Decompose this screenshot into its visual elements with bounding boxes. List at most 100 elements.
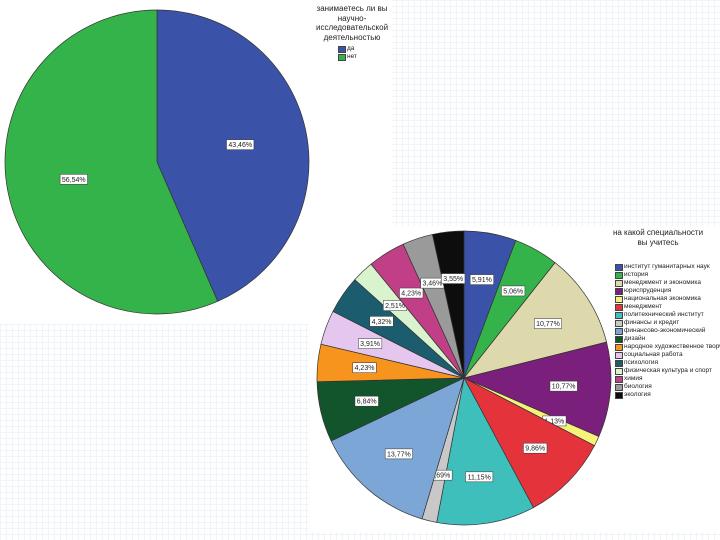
specialty-legend-swatch-1 xyxy=(615,272,623,279)
specialty-data-label-box-9 xyxy=(354,395,379,407)
specialty-data-label-box-1 xyxy=(501,285,526,297)
research-data-label-text-1: 56,54% xyxy=(62,177,86,184)
specialty-legend-label-14: химия xyxy=(624,375,643,382)
specialty-legend-swatch-4 xyxy=(615,296,623,303)
specialty-data-label-text-2: 10,77% xyxy=(536,321,560,328)
specialty-legend-item-8: финансово-экономический xyxy=(615,327,720,335)
specialty-legend-swatch-8 xyxy=(615,328,623,335)
specialty-legend-swatch-6 xyxy=(615,312,623,319)
specialty-legend-label-13: физическая культура и спорт xyxy=(624,367,712,374)
research-legend-label-1: нет xyxy=(347,53,357,60)
specialty-data-label-text-14: 4,23% xyxy=(401,291,421,298)
specialty-legend-swatch-16 xyxy=(615,392,623,399)
specialty-data-label-text-6: 11,15% xyxy=(468,474,491,481)
specialty-legend-item-15: биология xyxy=(615,383,720,391)
specialty-data-label-12: 4,32% xyxy=(369,316,394,327)
specialty-slice-8 xyxy=(330,377,465,520)
specialty-data-label-text-0: 5,91% xyxy=(472,277,492,284)
specialty-data-label-box-12 xyxy=(369,316,394,327)
specialty-legend-item-11: социальная работа xyxy=(615,351,720,359)
specialty-legend-item-5: менеджмент xyxy=(615,303,720,311)
specialty-data-label-6: 11,15% xyxy=(465,471,494,483)
specialty-data-label-box-5 xyxy=(523,442,548,454)
research-data-label-0: 43,46% xyxy=(226,139,255,150)
specialty-legend-item-9: дизайн xyxy=(615,335,720,343)
specialty-data-label-11: 3,91% xyxy=(358,338,383,349)
specialty-legend-label-4: национальная экономика xyxy=(624,295,701,302)
specialty-legend-item-2: менеджмент и экономика xyxy=(615,279,720,287)
specialty-legend-swatch-2 xyxy=(615,280,623,287)
specialty-legend-label-10: народное художественное творчество xyxy=(624,343,720,350)
specialty-legend-swatch-14 xyxy=(615,376,623,383)
specialty-legend-swatch-3 xyxy=(615,288,623,295)
specialty-legend-label-8: финансово-экономический xyxy=(624,327,706,334)
specialty-legend-label-5: менеджмент xyxy=(624,303,662,310)
legend-research: да нет xyxy=(338,45,357,61)
specialty-data-label-1: 5,06% xyxy=(501,285,526,297)
specialty-legend-label-1: история xyxy=(624,271,649,278)
specialty-data-label-box-3 xyxy=(549,380,578,392)
specialty-data-label-9: 6,84% xyxy=(354,395,379,407)
specialty-data-label-text-16: 3,55% xyxy=(443,276,463,283)
specialty-legend-label-0: институт гуманитарных наук xyxy=(624,263,710,270)
specialty-data-label-text-11: 3,91% xyxy=(360,341,380,348)
specialty-legend-item-4: национальная экономика xyxy=(615,295,720,303)
specialty-legend-label-9: дизайн xyxy=(624,335,646,342)
legend-title-research: занимаетесь ли вы научно-исследовательск… xyxy=(315,4,389,42)
specialty-data-label-0: 5,91% xyxy=(469,274,494,285)
specialty-legend-swatch-7 xyxy=(615,320,623,327)
specialty-data-label-2: 10,77% xyxy=(533,318,562,329)
research-data-label-box-1 xyxy=(59,174,88,185)
specialty-legend-swatch-11 xyxy=(615,352,623,359)
specialty-data-label-3: 10,77% xyxy=(549,380,578,392)
specialty-data-label-5: 9,86% xyxy=(523,442,548,454)
specialty-data-label-8: 13,77% xyxy=(384,448,413,460)
specialty-data-label-text-15: 3,46% xyxy=(422,281,442,288)
specialty-legend-label-7: финансы и кредит xyxy=(624,319,680,326)
specialty-data-label-text-10: 4,23% xyxy=(355,365,375,372)
research-data-label-text-0: 43,46% xyxy=(228,142,252,149)
specialty-legend-item-7: финансы и кредит xyxy=(615,319,720,327)
research-data-label-1: 56,54% xyxy=(59,174,88,185)
specialty-legend-label-6: политехнический институт xyxy=(624,311,704,318)
specialty-legend-swatch-10 xyxy=(615,344,623,351)
specialty-legend-label-12: психология xyxy=(624,359,659,366)
research-data-label-box-0 xyxy=(226,139,255,150)
specialty-data-label-text-9: 6,84% xyxy=(357,399,377,406)
specialty-legend-item-12: психология xyxy=(615,359,720,367)
specialty-data-label-text-7: 1,69% xyxy=(430,473,450,480)
specialty-legend-label-15: биология xyxy=(624,383,652,390)
research-slice-0 xyxy=(156,9,310,302)
specialty-legend-item-10: народное художественное творчество xyxy=(615,343,720,351)
specialty-data-label-box-8 xyxy=(384,448,413,460)
specialty-data-label-box-0 xyxy=(469,274,494,285)
specialty-data-label-text-3: 10,77% xyxy=(552,384,576,391)
specialty-legend-swatch-5 xyxy=(615,304,623,311)
specialty-slice-3 xyxy=(462,341,612,437)
specialty-legend-item-16: экология xyxy=(615,391,720,399)
legend-specialty: институт гуманитарных наук история менеджм… xyxy=(615,263,720,399)
specialty-legend-swatch-9 xyxy=(615,336,623,343)
specialty-data-label-text-1: 5,06% xyxy=(503,288,523,295)
specialty-data-label-text-8: 13,77% xyxy=(387,451,411,458)
specialty-data-label-box-14 xyxy=(399,287,424,299)
specialty-slice-6 xyxy=(436,376,534,526)
specialty-slice-5 xyxy=(463,377,595,509)
specialty-data-label-16: 3,55% xyxy=(441,273,466,284)
specialty-legend-item-1: история xyxy=(615,271,720,279)
specialty-legend-item-6: политехнический институт xyxy=(615,311,720,319)
specialty-data-label-box-11 xyxy=(358,338,383,349)
specialty-legend-item-3: юриспруденция xyxy=(615,287,720,295)
specialty-legend-label-11: социальная работа xyxy=(624,351,683,358)
specialty-data-label-14: 4,23% xyxy=(399,287,424,299)
research-legend-item-0: да xyxy=(338,45,357,53)
specialty-legend-swatch-0 xyxy=(615,264,623,271)
specialty-legend-item-14: химия xyxy=(615,375,720,383)
research-legend-label-0: да xyxy=(347,45,355,52)
specialty-data-label-box-10 xyxy=(352,362,377,373)
legend-title-specialty: на какой специальности вы учитесь xyxy=(612,228,704,247)
specialty-legend-swatch-15 xyxy=(615,384,623,391)
specialty-data-label-10: 4,23% xyxy=(352,362,377,373)
specialty-data-label-box-6 xyxy=(465,471,494,483)
chart-panel-specialty: 5,91% 5,06% 10,77% 10,77% 1,13% 9,86% 11,15% 1,… xyxy=(309,226,720,532)
